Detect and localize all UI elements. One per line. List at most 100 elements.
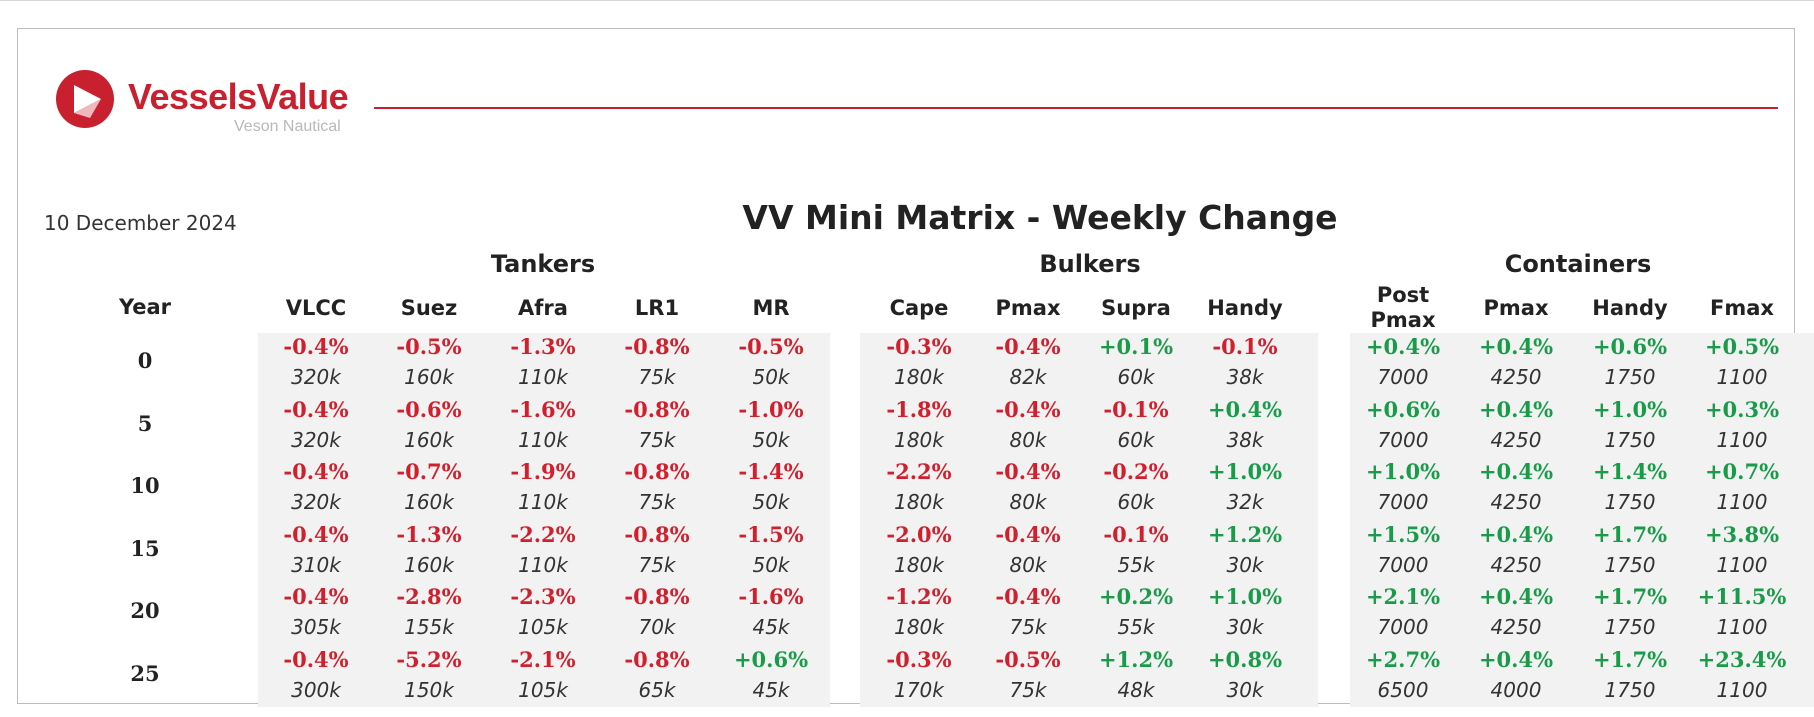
- vessel-size-value: 30k: [1226, 677, 1264, 702]
- weekly-change-value: +1.5%: [1365, 521, 1441, 547]
- weekly-change-value: -1.4%: [738, 459, 804, 484]
- vessel-size-value: 300k: [291, 677, 341, 702]
- weekly-change-value: -1.6%: [738, 584, 804, 609]
- column-header-handy: Handy: [1207, 296, 1283, 320]
- weekly-change-value: -2.2%: [510, 521, 576, 547]
- weekly-change-value: +0.4%: [1207, 396, 1283, 422]
- column-header-vlcc: VLCC: [285, 296, 347, 320]
- vessel-size-value: 1100: [1716, 615, 1768, 639]
- vessel-size-value: 50k: [752, 427, 790, 452]
- weekly-change-value: -0.8%: [624, 334, 690, 359]
- weekly-change-value: +0.4%: [1365, 334, 1441, 359]
- year-cell: 25: [130, 660, 160, 686]
- weekly-change-value: +1.7%: [1592, 584, 1668, 609]
- vessel-size-value: 110k: [518, 552, 568, 577]
- weekly-change-value: -2.2%: [886, 459, 952, 484]
- vessel-size-value: 4000: [1490, 677, 1542, 702]
- weekly-change-value: -2.1%: [510, 646, 576, 672]
- column-header-pmax: Pmax: [1483, 296, 1549, 320]
- vessel-size-value: 1100: [1716, 677, 1768, 702]
- weekly-change-value: +1.2%: [1207, 521, 1283, 547]
- vessel-size-value: 155k: [404, 615, 454, 639]
- weekly-change-value: +1.4%: [1592, 459, 1668, 484]
- weekly-change-value: -0.5%: [396, 334, 462, 359]
- weekly-change-value: +0.4%: [1478, 646, 1554, 672]
- weekly-change-value: +23.4%: [1697, 646, 1787, 672]
- vessel-size-value: 4250: [1490, 427, 1542, 452]
- vessel-size-value: 320k: [291, 365, 341, 389]
- weekly-change-value: -0.3%: [886, 646, 952, 672]
- vessel-size-value: 4250: [1490, 365, 1542, 389]
- vessel-size-value: 1100: [1716, 427, 1768, 452]
- weekly-change-value: -0.8%: [624, 459, 690, 484]
- vessel-size-value: 7000: [1377, 427, 1429, 452]
- vessel-size-value: 180k: [894, 365, 944, 389]
- column-header-lr1: LR1: [634, 296, 680, 320]
- column-header-mr: MR: [752, 296, 790, 320]
- weekly-change-value: -0.8%: [624, 584, 690, 609]
- weekly-change-value: -1.9%: [510, 459, 576, 484]
- vessel-size-value: 180k: [894, 552, 944, 577]
- column-header-afra: Afra: [518, 296, 568, 320]
- vessel-size-value: 105k: [518, 615, 568, 639]
- vessel-size-value: 50k: [752, 365, 790, 389]
- weekly-change-value: +0.6%: [733, 646, 809, 672]
- report-date: 10 December 2024: [44, 211, 237, 235]
- vessel-size-value: 1750: [1604, 615, 1656, 639]
- vessel-size-value: 1750: [1604, 490, 1656, 514]
- vessel-size-value: 1100: [1716, 490, 1768, 514]
- weekly-change-value: +1.0%: [1592, 396, 1668, 422]
- column-header-post-pmax: Post Pmax: [1370, 283, 1436, 332]
- weekly-change-value: -0.2%: [1103, 459, 1169, 484]
- weekly-change-value: +1.0%: [1207, 459, 1283, 484]
- weekly-change-value: -1.0%: [738, 396, 804, 422]
- vessel-size-value: 7000: [1377, 615, 1429, 639]
- vessel-size-value: 1750: [1604, 677, 1656, 702]
- group-shading-1: [860, 333, 1318, 707]
- vessel-size-value: 1750: [1604, 427, 1656, 452]
- weekly-change-value: +0.5%: [1704, 334, 1780, 359]
- vessel-size-value: 65k: [638, 677, 676, 702]
- vessel-size-value: 75k: [638, 552, 676, 577]
- weekly-change-value: +0.4%: [1478, 334, 1554, 359]
- vesselsvalue-logo-icon: [56, 70, 114, 128]
- weekly-change-value: +1.2%: [1098, 646, 1174, 672]
- column-header-supra: Supra: [1101, 296, 1171, 320]
- weekly-change-value: +0.4%: [1478, 584, 1554, 609]
- vessel-size-value: 160k: [404, 552, 454, 577]
- vessel-size-value: 310k: [291, 552, 341, 577]
- vessel-size-value: 110k: [518, 365, 568, 389]
- column-header-fmax: Fmax: [1710, 296, 1774, 320]
- weekly-change-value: +0.6%: [1592, 334, 1668, 359]
- weekly-change-value: -1.2%: [886, 584, 952, 609]
- weekly-change-value: -0.6%: [396, 396, 462, 422]
- weekly-change-value: +1.0%: [1207, 584, 1283, 609]
- vessel-size-value: 170k: [894, 677, 944, 702]
- weekly-change-value: -0.4%: [995, 459, 1061, 484]
- vessel-size-value: 7000: [1377, 490, 1429, 514]
- year-header: Year: [118, 295, 172, 319]
- weekly-change-value: -0.4%: [283, 584, 349, 609]
- weekly-change-value: -0.5%: [995, 646, 1061, 672]
- weekly-change-value: -1.6%: [510, 396, 576, 422]
- weekly-change-value: -0.7%: [396, 459, 462, 484]
- weekly-change-value: -1.3%: [396, 521, 462, 547]
- weekly-change-value: -0.5%: [738, 334, 804, 359]
- weekly-change-value: -5.2%: [396, 646, 462, 672]
- weekly-change-value: -1.3%: [510, 334, 576, 359]
- vessel-size-value: 4250: [1490, 552, 1542, 577]
- vessel-size-value: 75k: [638, 365, 676, 389]
- column-header-handy: Handy: [1592, 296, 1668, 320]
- vessel-size-value: 45k: [752, 615, 790, 639]
- vessel-size-value: 180k: [894, 427, 944, 452]
- vessel-size-value: 320k: [291, 490, 341, 514]
- weekly-change-value: +0.4%: [1478, 459, 1554, 484]
- vessel-size-value: 180k: [894, 490, 944, 514]
- vessel-size-value: 50k: [752, 552, 790, 577]
- year-cell: 5: [137, 410, 153, 436]
- vessel-size-value: 180k: [894, 615, 944, 639]
- vessel-size-value: 82k: [1009, 365, 1047, 389]
- weekly-change-value: -1.5%: [738, 521, 804, 547]
- weekly-change-value: -0.1%: [1103, 396, 1169, 422]
- vessel-size-value: 6500: [1377, 677, 1429, 702]
